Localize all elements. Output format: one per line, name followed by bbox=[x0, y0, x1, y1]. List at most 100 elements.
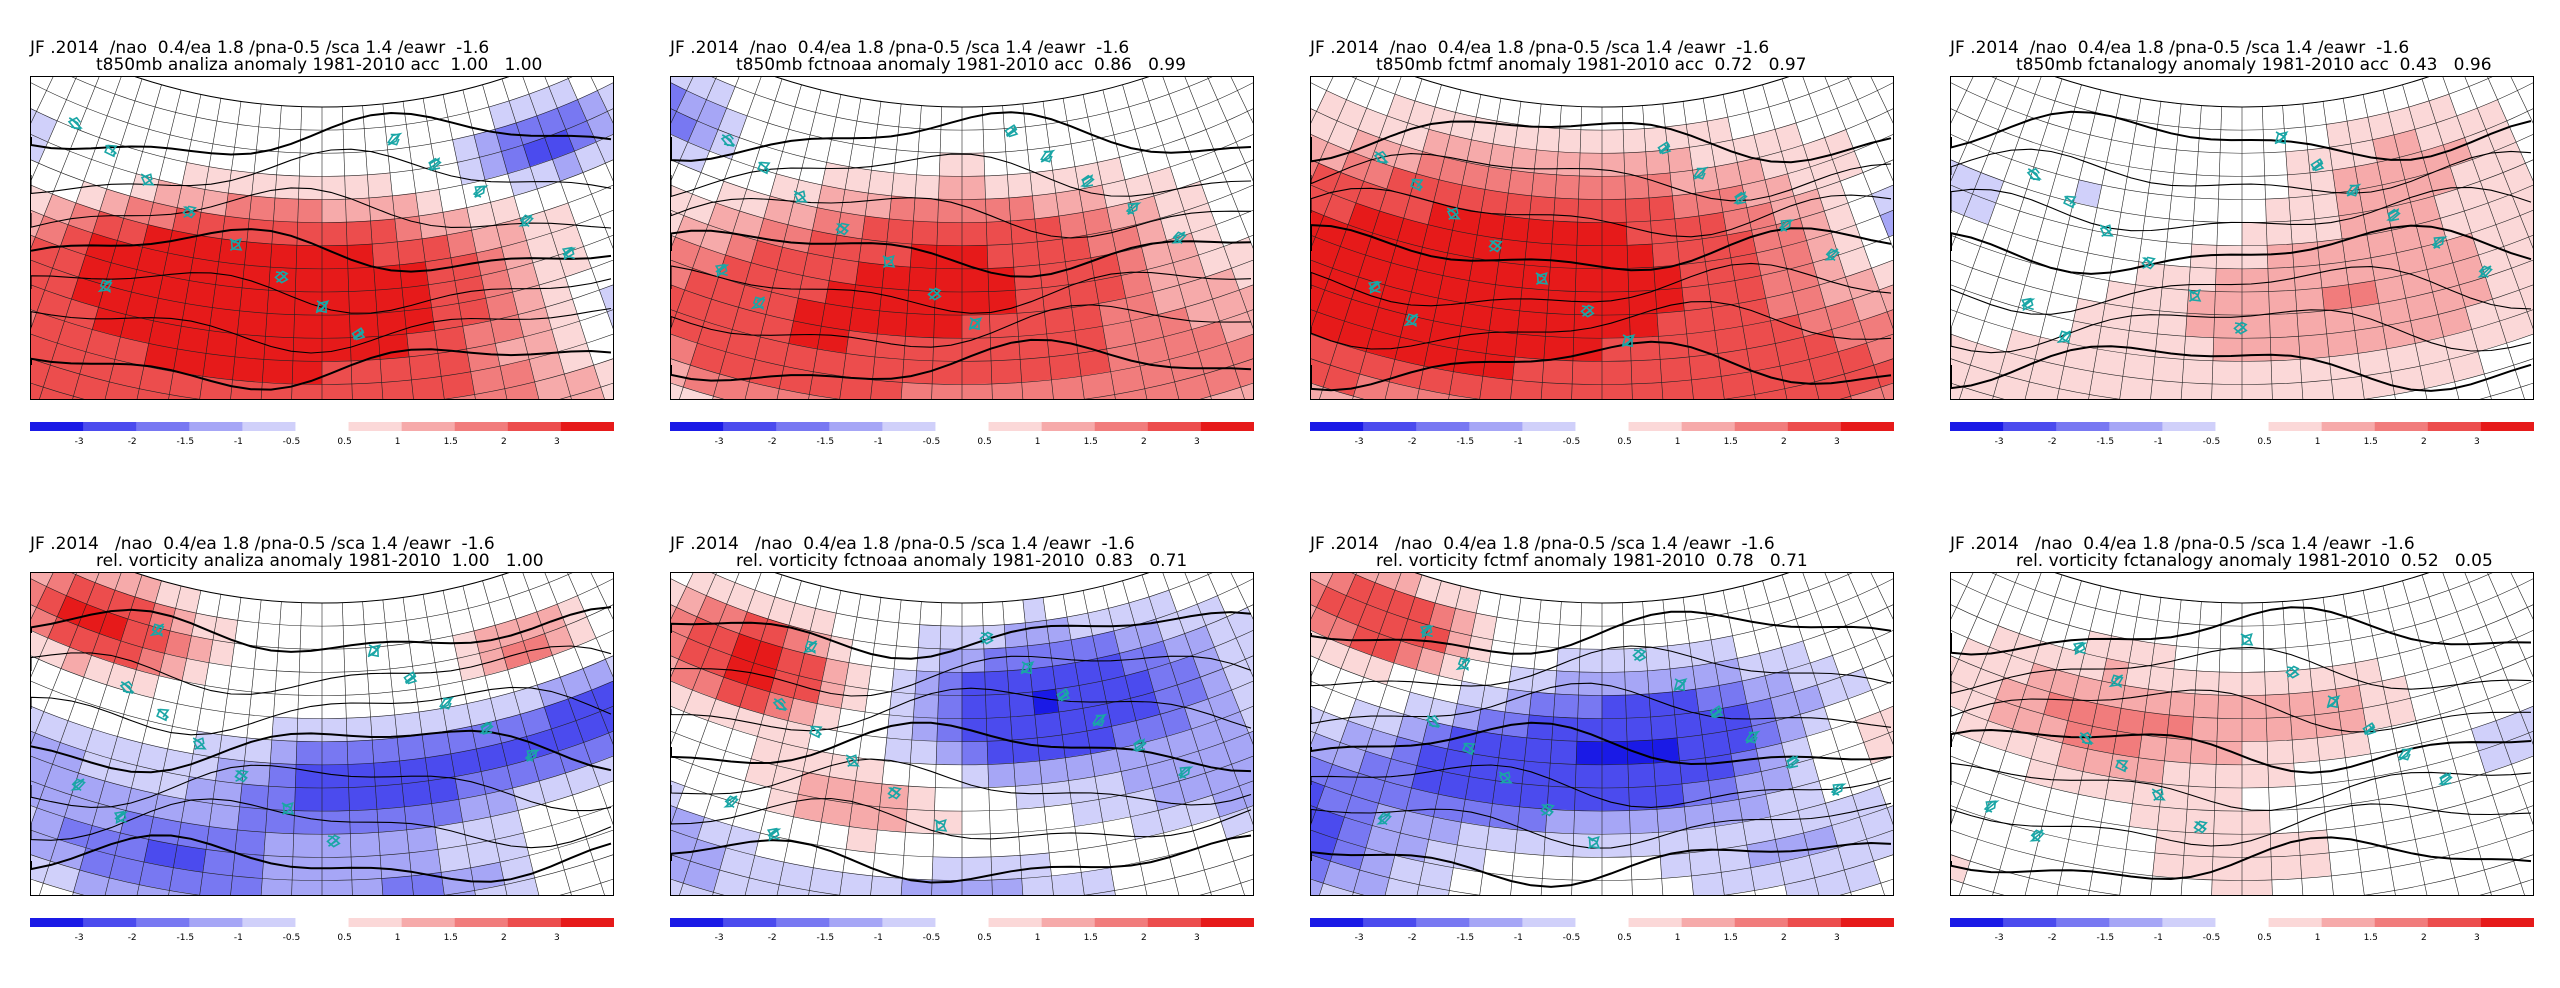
colorbar-label: 2 bbox=[1141, 933, 1147, 943]
colorbar-label: -3 bbox=[715, 437, 724, 447]
colorbar-swatch bbox=[1840, 422, 1895, 431]
colorbar-swatch bbox=[295, 422, 350, 431]
panel-title: JF .2014 /nao 0.4/ea 1.8 /pna-0.5 /sca 1… bbox=[1310, 534, 1808, 571]
colorbar-swatch bbox=[454, 918, 509, 927]
colorbar: -3 -2 -1.5 -1 -0.5 0.5 1 1.5 2 3 bbox=[670, 422, 1255, 452]
anomaly-map bbox=[30, 572, 614, 896]
colorbar-swatch bbox=[1575, 422, 1630, 431]
colorbar-swatch bbox=[2109, 918, 2163, 927]
colorbar-label: 1 bbox=[395, 437, 401, 447]
panel-vorticity-analiza: JF .2014 /nao 0.4/ea 1.8 /pna-0.5 /sca 1… bbox=[20, 536, 620, 986]
panel-title: JF .2014 /nao 0.4/ea 1.8 /pna-0.5 /sca 1… bbox=[1950, 534, 2493, 571]
colorbar-label: -1 bbox=[1514, 437, 1523, 447]
colorbar-label: -2 bbox=[2048, 933, 2057, 943]
colorbar-swatch bbox=[1147, 422, 1202, 431]
colorbar-swatch bbox=[242, 422, 296, 431]
colorbar-label: 1.5 bbox=[2364, 933, 2378, 943]
colorbar-swatch bbox=[295, 918, 350, 927]
colorbar-swatch bbox=[1147, 918, 1202, 927]
panel-title: JF .2014 /nao 0.4/ea 1.8 /pna-0.5 /sca 1… bbox=[670, 534, 1188, 571]
colorbar-label: 2 bbox=[2421, 933, 2427, 943]
colorbar-label: -3 bbox=[75, 933, 84, 943]
colorbar-swatch bbox=[2056, 918, 2110, 927]
colorbar-swatch bbox=[2162, 422, 2216, 431]
colorbar-swatch bbox=[1522, 918, 1576, 927]
panel-title: JF .2014 /nao 0.4/ea 1.8 /pna-0.5 /sca 1… bbox=[670, 38, 1186, 75]
anomaly-map bbox=[1950, 572, 2534, 896]
colorbar-swatch bbox=[136, 422, 190, 431]
colorbar-label: 2 bbox=[1141, 437, 1147, 447]
colorbar-swatch bbox=[882, 918, 936, 927]
colorbar-swatch bbox=[1094, 422, 1149, 431]
colorbar-label: 0.5 bbox=[2257, 437, 2271, 447]
colorbar-swatch bbox=[882, 422, 936, 431]
panel-title: JF .2014 /nao 0.4/ea 1.8 /pna-0.5 /sca 1… bbox=[30, 534, 544, 571]
panel-t850-analiza: JF .2014 /nao 0.4/ea 1.8 /pna-0.5 /sca 1… bbox=[20, 40, 620, 490]
colorbar-label: 1.5 bbox=[1084, 437, 1098, 447]
colorbar-swatch bbox=[1363, 422, 1417, 431]
colorbar-swatch bbox=[2215, 422, 2270, 431]
colorbar-swatch bbox=[348, 918, 403, 927]
colorbar-label: -3 bbox=[1355, 933, 1364, 943]
colorbar-swatch bbox=[935, 422, 990, 431]
colorbar-swatch bbox=[2162, 918, 2216, 927]
colorbar: -3 -2 -1.5 -1 -0.5 0.5 1 1.5 2 3 bbox=[670, 918, 1255, 948]
colorbar-swatch bbox=[1840, 918, 1895, 927]
colorbar-swatch bbox=[1628, 422, 1683, 431]
colorbar-label: -0.5 bbox=[923, 437, 941, 447]
colorbar-label: -1.5 bbox=[2096, 933, 2114, 943]
colorbar-label: -3 bbox=[75, 437, 84, 447]
colorbar-label: -3 bbox=[1995, 437, 2004, 447]
colorbar-swatch bbox=[1681, 918, 1736, 927]
colorbar-label: -1 bbox=[1514, 933, 1523, 943]
colorbar-label: -2 bbox=[768, 933, 777, 943]
anomaly-map bbox=[1310, 572, 1894, 896]
colorbar-label: -1 bbox=[234, 437, 243, 447]
colorbar: -3 -2 -1.5 -1 -0.5 0.5 1 1.5 2 3 bbox=[30, 918, 615, 948]
panel-t850-fctnoaa: JF .2014 /nao 0.4/ea 1.8 /pna-0.5 /sca 1… bbox=[660, 40, 1260, 490]
colorbar-swatch bbox=[2003, 422, 2057, 431]
colorbar-swatch bbox=[1522, 422, 1576, 431]
colorbar-swatch bbox=[136, 918, 190, 927]
colorbar-label: 2 bbox=[2421, 437, 2427, 447]
colorbar-swatch bbox=[83, 918, 137, 927]
colorbar-swatch bbox=[454, 422, 509, 431]
colorbar-swatch bbox=[2480, 422, 2535, 431]
colorbar-swatch bbox=[1469, 422, 1523, 431]
colorbar-label: -1 bbox=[874, 437, 883, 447]
colorbar-label: 0.5 bbox=[337, 933, 351, 943]
panel-t850-fctmf: JF .2014 /nao 0.4/ea 1.8 /pna-0.5 /sca 1… bbox=[1300, 40, 1900, 490]
colorbar-label: 1.5 bbox=[1724, 437, 1738, 447]
colorbar-label: 3 bbox=[1194, 437, 1200, 447]
colorbar-label: 3 bbox=[554, 933, 560, 943]
colorbar: -3 -2 -1.5 -1 -0.5 0.5 1 1.5 2 3 bbox=[1310, 422, 1895, 452]
panel-title: JF .2014 /nao 0.4/ea 1.8 /pna-0.5 /sca 1… bbox=[1310, 38, 1807, 75]
colorbar-label: 0.5 bbox=[1617, 933, 1631, 943]
colorbar-swatch bbox=[988, 422, 1043, 431]
colorbar-label: 2 bbox=[1781, 437, 1787, 447]
colorbar-swatch bbox=[988, 918, 1043, 927]
colorbar-label: 2 bbox=[501, 933, 507, 943]
colorbar-label: -1 bbox=[2154, 437, 2163, 447]
colorbar-swatch bbox=[1363, 918, 1417, 927]
colorbar-swatch bbox=[348, 422, 403, 431]
colorbar-label: -2 bbox=[1408, 437, 1417, 447]
colorbar-swatch bbox=[1094, 918, 1149, 927]
colorbar-swatch bbox=[1041, 422, 1096, 431]
colorbar-swatch bbox=[2109, 422, 2163, 431]
colorbar-swatch bbox=[2215, 918, 2270, 927]
colorbar-swatch bbox=[189, 918, 243, 927]
colorbar-label: 1 bbox=[1675, 437, 1681, 447]
colorbar-label: -1.5 bbox=[176, 437, 194, 447]
colorbar-swatch bbox=[1469, 918, 1523, 927]
colorbar-label: -0.5 bbox=[283, 933, 301, 943]
colorbar-label: -0.5 bbox=[283, 437, 301, 447]
anomaly-map bbox=[30, 76, 614, 400]
colorbar-swatch bbox=[560, 422, 615, 431]
colorbar-label: 0.5 bbox=[2257, 933, 2271, 943]
colorbar-swatch bbox=[1310, 422, 1364, 431]
colorbar-label: 1 bbox=[395, 933, 401, 943]
panel-vorticity-fctnoaa: JF .2014 /nao 0.4/ea 1.8 /pna-0.5 /sca 1… bbox=[660, 536, 1260, 986]
panel-t850-fctanalogy: JF .2014 /nao 0.4/ea 1.8 /pna-0.5 /sca 1… bbox=[1940, 40, 2540, 490]
colorbar-swatch bbox=[1787, 422, 1842, 431]
